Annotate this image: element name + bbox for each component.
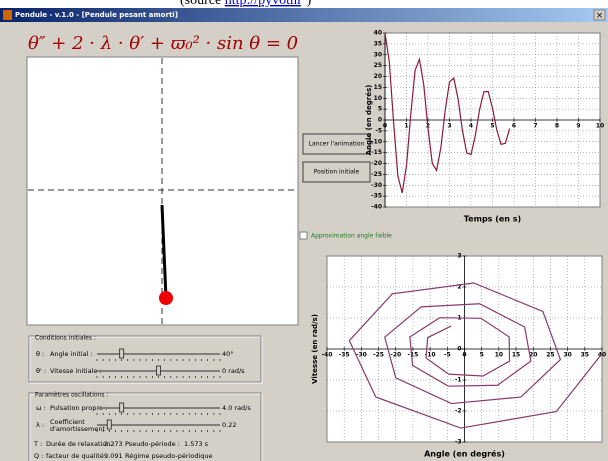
symbol: θ' :: [36, 367, 46, 375]
value: 40°: [222, 350, 234, 358]
slider-thumb[interactable]: [157, 366, 161, 375]
y-tick-label: 20: [374, 73, 382, 80]
y-tick-label: -40: [371, 204, 382, 211]
y-tick-label: 10: [374, 95, 382, 102]
pendulum-bob: [159, 291, 173, 305]
x-tick-label: 1: [404, 123, 408, 130]
y-axis-label: Vitesse (en rad/s): [311, 314, 319, 384]
group-title: Paramètres oscillations :: [35, 392, 108, 399]
value: 4.0 rad/s: [222, 404, 251, 412]
x-tick-label: 4: [469, 123, 473, 130]
x-tick-label: 30: [563, 352, 571, 359]
x-tick-label: -20: [390, 352, 401, 359]
x-tick-label: 9: [576, 123, 580, 130]
label: d'amortissement :: [50, 425, 109, 433]
page: (source http://pyvothi") Pendule - v.1.0…: [0, 0, 608, 461]
y-tick-label: 15: [374, 84, 382, 91]
x-tick-label: 25: [546, 352, 554, 359]
value: 2.273: [104, 440, 123, 448]
y-tick-label: -5: [375, 127, 382, 134]
y-tick-label: 5: [378, 106, 382, 113]
y-axis-label: Angle (en degrés): [365, 85, 373, 156]
x-tick-label: -40: [322, 352, 333, 359]
source-link[interactable]: http://pyvothi: [225, 0, 301, 8]
y-tick-label: -1: [455, 377, 462, 384]
screen: (source http://pyvothi") Pendule - v.1.0…: [0, 0, 608, 461]
equation: θ″ + 2 · λ · θ′ + ϖ₀² · sin θ = 0: [28, 33, 298, 54]
label: Régime pseudo-périodique: [125, 452, 213, 460]
x-tick-label: 35: [581, 352, 589, 359]
y-tick-label: -2: [455, 408, 462, 415]
x-tick-label: -15: [408, 352, 419, 359]
symbol: ω :: [36, 404, 46, 412]
y-tick-label: 40: [374, 30, 382, 37]
source: (source http://pyvothi"): [180, 0, 312, 8]
label: Vitesse initiale :: [50, 367, 102, 375]
y-tick-label: 3: [457, 253, 461, 260]
x-tick-label: -25: [373, 352, 384, 359]
y-tick-label: -30: [371, 182, 382, 189]
x-tick-label: 5: [490, 123, 494, 130]
label: Angle initial :: [50, 350, 93, 358]
y-tick-label: -20: [371, 160, 382, 167]
value: 0 rad/s: [222, 367, 245, 375]
symbol: Q :: [34, 452, 43, 460]
checkbox-label[interactable]: Approximation angle faible: [311, 233, 392, 240]
x-axis-label: Angle (en degrés): [424, 449, 505, 459]
x-tick-label: 15: [512, 352, 520, 359]
y-tick-label: -3: [455, 439, 462, 446]
label: facteur de qualité :: [46, 452, 108, 460]
y-tick-label: 0: [378, 117, 382, 124]
group-title: Conditions initiales :: [35, 335, 96, 342]
x-tick-label: 10: [495, 352, 503, 359]
y-tick-label: -25: [371, 171, 382, 178]
x-tick-label: 6: [512, 123, 516, 130]
app-icon: [3, 10, 12, 20]
x-tick-label: 8: [555, 123, 559, 130]
value: 0.22: [222, 421, 236, 429]
source-prefix: (source: [180, 0, 225, 8]
x-tick-label: -5: [444, 352, 451, 359]
button-label[interactable]: Position initiale: [314, 169, 360, 176]
close-icon[interactable]: ×: [596, 11, 604, 21]
y-tick-label: -35: [371, 193, 382, 200]
checkbox[interactable]: [300, 232, 307, 239]
slider-thumb[interactable]: [120, 403, 124, 412]
symbol: λ :: [36, 421, 44, 429]
source-suffix: "): [301, 0, 312, 8]
label: Pseudo-période :: [125, 440, 180, 448]
y-tick-label: 35: [374, 40, 382, 47]
value: 1.573 s: [184, 440, 209, 448]
y-tick-label: 30: [374, 51, 382, 58]
x-axis-label: Temps (en s): [464, 215, 521, 224]
x-tick-label: 5: [480, 352, 484, 359]
window-title: Pendule - v.1.0 - [Pendule pesant amorti…: [15, 11, 178, 19]
button-label[interactable]: Lancer l'animation: [309, 141, 365, 148]
slider-thumb[interactable]: [120, 349, 124, 358]
x-tick-label: 3: [447, 123, 451, 130]
value: 9.091: [104, 452, 123, 460]
x-tick-label: -35: [339, 352, 350, 359]
symbol: θ :: [36, 350, 44, 358]
y-tick-label: 25: [374, 62, 382, 69]
slider-thumb[interactable]: [107, 420, 111, 429]
x-tick-label: 10: [596, 123, 604, 130]
x-tick-label: 7: [533, 123, 537, 130]
symbol: T :: [33, 440, 42, 448]
